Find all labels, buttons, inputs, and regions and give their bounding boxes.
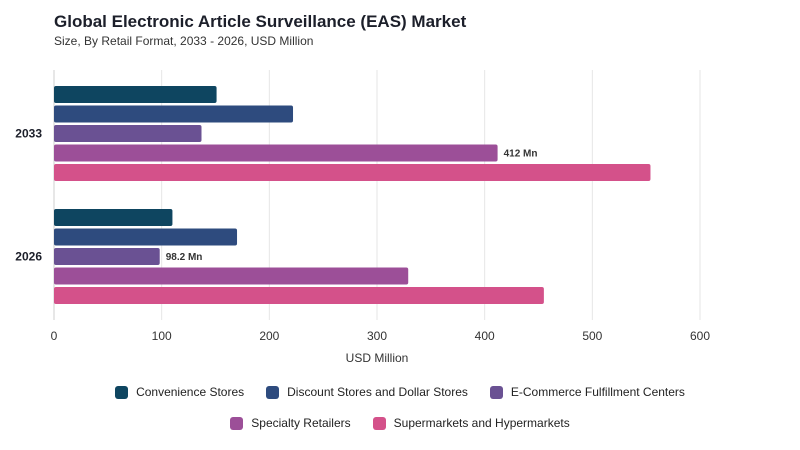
bar: [54, 144, 498, 162]
bar: [54, 105, 294, 123]
bar: [54, 228, 238, 246]
x-axis-title: USD Million: [346, 351, 409, 365]
chart-title: Global Electronic Article Surveillance (…: [54, 12, 467, 31]
bar: [54, 209, 173, 226]
data-label: 98.2 Mn: [166, 252, 203, 263]
chart-subtitle: Size, By Retail Format, 2033 - 2026, USD…: [54, 34, 314, 48]
legend-row-2: Specialty Retailers Supermarkets and Hype…: [0, 416, 800, 430]
legend-swatch: [230, 416, 244, 430]
legend-label: E-Commerce Fulfillment Centers: [510, 385, 685, 399]
legend-item: Supermarkets and Hypermarkets: [372, 416, 570, 430]
legend-label: Supermarkets and Hypermarkets: [393, 416, 570, 430]
x-tick-label: 100: [152, 329, 172, 343]
legend-item: Specialty Retailers: [230, 416, 351, 430]
legend-label: Specialty Retailers: [251, 416, 351, 430]
bar: [54, 248, 160, 265]
bar: [54, 164, 651, 181]
legend-item: Discount Stores and Dollar Stores: [266, 385, 468, 399]
x-tick-label: 300: [367, 329, 387, 343]
x-tick-label: 400: [475, 329, 495, 343]
legend-swatch: [489, 385, 503, 399]
legend-label: Discount Stores and Dollar Stores: [287, 385, 468, 399]
bar: [54, 86, 217, 103]
legend-label: Convenience Stores: [136, 385, 245, 399]
legend-item: E-Commerce Fulfillment Centers: [489, 385, 685, 399]
legend-item: Convenience Stores: [115, 385, 244, 399]
legend-swatch: [115, 385, 129, 399]
legend-swatch: [372, 416, 386, 430]
bar: [54, 267, 409, 285]
legend-swatch: [266, 385, 280, 399]
legend-row-1: Convenience Stores Discount Stores and Do…: [0, 385, 800, 399]
bar: [54, 125, 202, 142]
bar: [54, 287, 544, 304]
x-tick-label: 600: [690, 329, 710, 343]
category-label: 2026: [15, 250, 42, 264]
x-tick-label: 500: [582, 329, 602, 343]
category-label: 2033: [15, 127, 42, 141]
data-label: 412 Mn: [504, 149, 538, 160]
x-tick-label: 200: [259, 329, 279, 343]
x-tick-label: 0: [51, 329, 58, 343]
